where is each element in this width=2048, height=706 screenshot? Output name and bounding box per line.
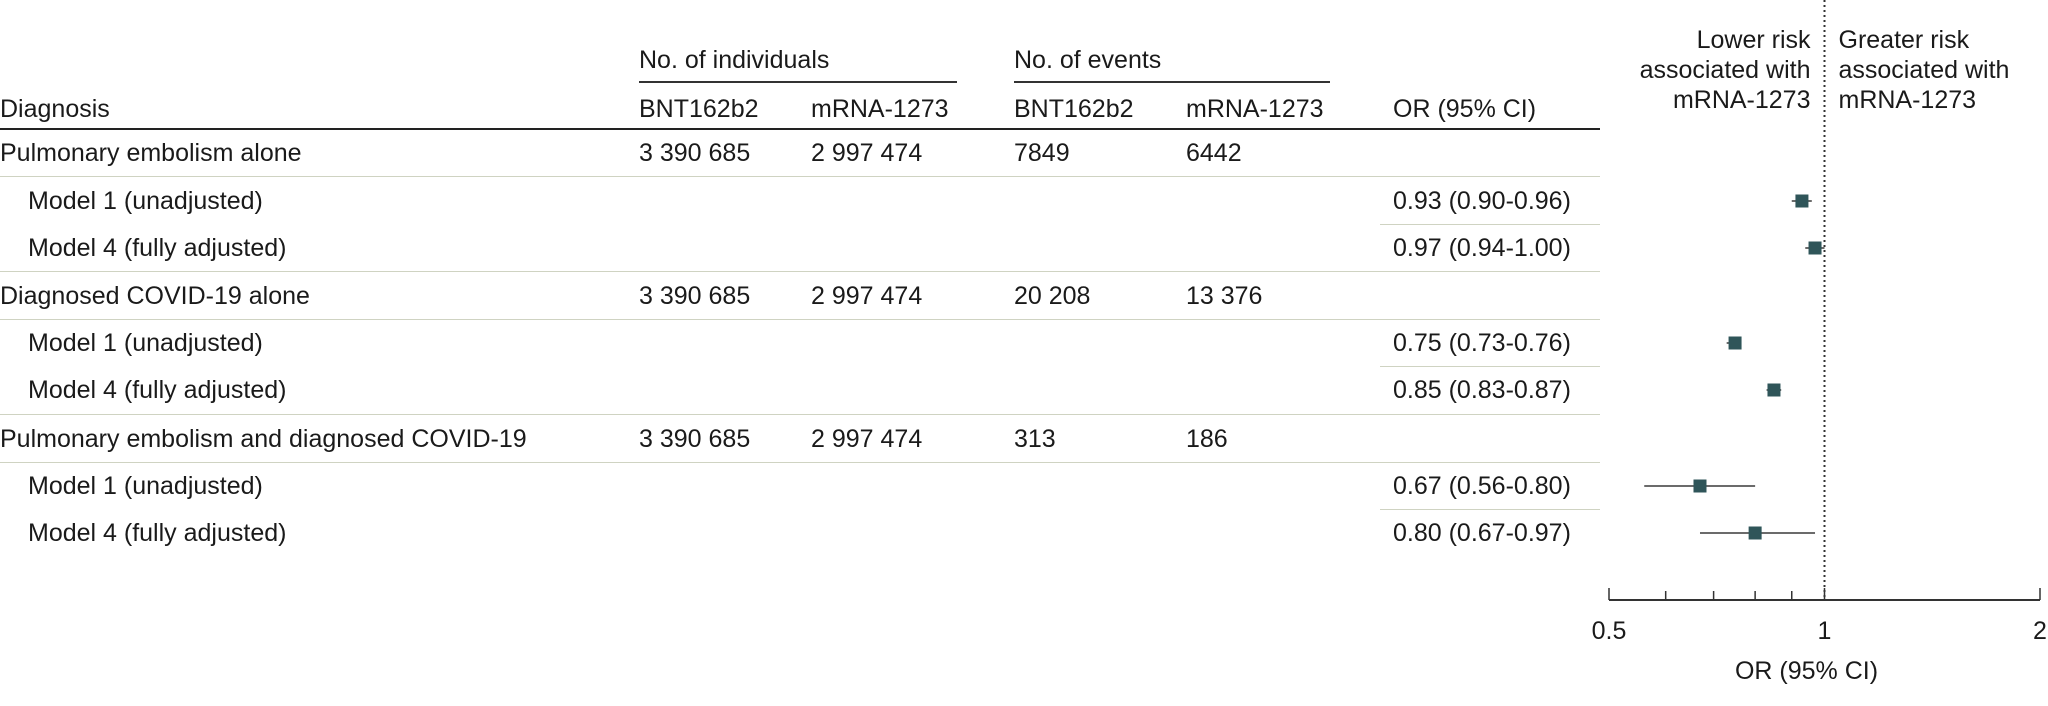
row-separator (1380, 366, 1600, 367)
header-mrna-individuals: mRNA-1273 (811, 95, 949, 123)
point-marker (1795, 194, 1809, 208)
row-separator (0, 176, 1600, 177)
row-separator (1380, 509, 1600, 510)
row-separator (0, 271, 1600, 272)
header-rule (0, 128, 1600, 130)
header-bnt-events: BNT162b2 (1014, 95, 1134, 123)
cell-mrna-individuals: 2 997 474 (811, 139, 923, 167)
header-mrna-events: mRNA-1273 (1186, 95, 1324, 123)
header-or: OR (95% CI) (1393, 95, 1537, 123)
direction-label-right: associated with (1839, 56, 2010, 84)
direction-label-left: Lower risk (1697, 26, 1811, 54)
cell-or: 0.97 (0.94-1.00) (1393, 234, 1571, 262)
header-group-individuals: No. of individuals (639, 46, 830, 74)
row-label-model-4: Model 4 (fully adjusted) (28, 234, 287, 262)
cell-or: 0.75 (0.73-0.76) (1393, 329, 1571, 357)
cell-or: 0.67 (0.56-0.80) (1393, 472, 1571, 500)
header-diagnosis: Diagnosis (0, 95, 110, 123)
point-marker (1693, 479, 1707, 493)
row-label-pe-alone: Pulmonary embolism alone (0, 139, 302, 167)
row-label-covid-alone: Diagnosed COVID-19 alone (0, 282, 310, 310)
x-tick-label: 1 (1818, 617, 1832, 645)
row-label-model-4: Model 4 (fully adjusted) (28, 376, 287, 404)
point-marker (1767, 383, 1781, 397)
cell-mrna-events: 186 (1186, 425, 1228, 453)
row-label-model-1: Model 1 (unadjusted) (28, 472, 263, 500)
cell-or: 0.80 (0.67-0.97) (1393, 519, 1571, 547)
x-axis-label: OR (95% CI) (1735, 657, 1878, 685)
cell-bnt-individuals: 3 390 685 (639, 425, 751, 453)
cell-mrna-events: 13 376 (1186, 282, 1263, 310)
row-separator (0, 414, 1600, 415)
row-separator (0, 462, 1600, 463)
x-tick-label: 0.5 (1592, 617, 1627, 645)
direction-label-left: mRNA-1273 (1673, 86, 1811, 114)
direction-label-right: Greater risk (1839, 26, 1970, 54)
cell-mrna-events: 6442 (1186, 139, 1242, 167)
direction-label-left: associated with (1640, 56, 1811, 84)
row-separator (0, 319, 1600, 320)
row-label-model-1: Model 1 (unadjusted) (28, 329, 263, 357)
row-label-model-4: Model 4 (fully adjusted) (28, 519, 287, 547)
cell-mrna-individuals: 2 997 474 (811, 282, 923, 310)
cell-or: 0.93 (0.90-0.96) (1393, 187, 1571, 215)
cell-bnt-events: 7849 (1014, 139, 1070, 167)
x-tick-label: 2 (2033, 617, 2047, 645)
row-label-model-1: Model 1 (unadjusted) (28, 187, 263, 215)
header-bnt-individuals: BNT162b2 (639, 95, 759, 123)
point-marker (1748, 526, 1762, 540)
cell-bnt-events: 20 208 (1014, 282, 1091, 310)
point-marker (1728, 336, 1742, 350)
cell-mrna-individuals: 2 997 474 (811, 425, 923, 453)
row-label-pe-and-covid: Pulmonary embolism and diagnosed COVID-1… (0, 425, 527, 453)
cell-bnt-individuals: 3 390 685 (639, 139, 751, 167)
header-group-events: No. of events (1014, 46, 1162, 74)
direction-label-right: mRNA-1273 (1839, 86, 1977, 114)
cell-or: 0.85 (0.83-0.87) (1393, 376, 1571, 404)
group-individuals-rule (639, 81, 957, 83)
row-separator (1380, 224, 1600, 225)
cell-bnt-individuals: 3 390 685 (639, 282, 751, 310)
group-events-rule (1014, 81, 1330, 83)
cell-bnt-events: 313 (1014, 425, 1056, 453)
point-marker (1808, 241, 1822, 255)
